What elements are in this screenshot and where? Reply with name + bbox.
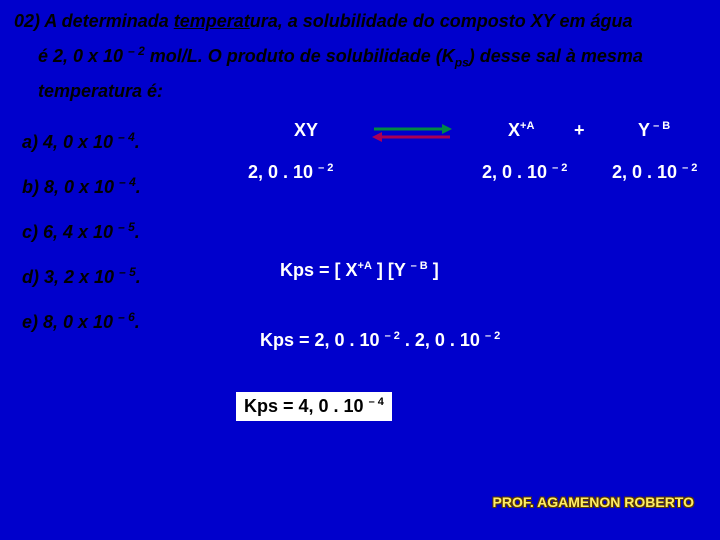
kps1-xch: +A [358, 260, 372, 272]
conc-xy: 2, 0 . 10 – 2 [248, 162, 333, 183]
q2-b: mol/L. O produto de solubilidade (K [145, 46, 455, 66]
option-d-text: d) 3, 2 x 10 [22, 267, 119, 287]
conc-x: 2, 0 . 10 – 2 [482, 162, 567, 183]
option-a-exp: – 4 [118, 130, 135, 144]
work-area: XY X+A + Y – B 2, 0 . 10 – 2 [230, 120, 700, 196]
kps2-mid: . 2, 0 . 10 [400, 330, 485, 350]
q2-exp: – 2 [128, 44, 145, 58]
kps1-b: ] [Y [372, 260, 411, 280]
kps1-a: Kps = [ X [280, 260, 358, 280]
question-line-3: temperatura é: [14, 78, 706, 106]
option-b-dot: . [136, 177, 141, 197]
footer-credit: PROF. AGAMENON ROBERTO [493, 494, 694, 510]
option-e: e) 8, 0 x 10 – 6. [22, 310, 141, 333]
kps1-c: ] [428, 260, 439, 280]
concentration-row: 2, 0 . 10 – 2 2, 0 . 10 – 2 2, 0 . 10 – … [230, 162, 700, 196]
y-charge: – B [650, 120, 670, 132]
conc-y: 2, 0 . 10 – 2 [612, 162, 697, 183]
kps-formula: Kps = [ X+A ] [Y – B ] [280, 260, 439, 281]
x-label: X [508, 120, 520, 140]
option-e-dot: . [135, 312, 140, 332]
q2-a: é 2, 0 x 10 [38, 46, 128, 66]
kps2-exp1: – 2 [385, 330, 400, 342]
species-y-anion: Y – B [638, 120, 670, 141]
q3: temperatura é: [38, 81, 163, 101]
option-a-text: a) 4, 0 x 10 [22, 132, 118, 152]
option-b-exp: – 4 [119, 175, 136, 189]
q1-underline: temperat [174, 11, 250, 31]
kps-result: Kps = 4, 0 . 10 – 4 [236, 392, 392, 421]
question-line-1: 02) A determinada temperatura, a solubil… [14, 8, 706, 36]
y-label: Y [638, 120, 650, 140]
option-c-dot: . [135, 222, 140, 242]
slide-container: 02) A determinada temperatura, a solubil… [0, 0, 720, 540]
option-d: d) 3, 2 x 10 – 5. [22, 265, 141, 288]
question-line-2: é 2, 0 x 10 – 2 mol/L. O produto de solu… [14, 42, 706, 72]
option-c: c) 6, 4 x 10 – 5. [22, 220, 141, 243]
option-e-exp: – 6 [118, 310, 135, 324]
equilibrium-row: XY X+A + Y – B [230, 120, 700, 158]
q2-sub: ps [455, 55, 469, 69]
options-list: a) 4, 0 x 10 – 4. b) 8, 0 x 10 – 4. c) 6… [22, 130, 141, 355]
option-c-exp: – 5 [118, 220, 135, 234]
option-e-text: e) 8, 0 x 10 [22, 312, 118, 332]
kps1-ych: – B [411, 260, 428, 272]
species-x-cation: X+A [508, 120, 534, 141]
kps2-exp2: – 2 [485, 330, 500, 342]
option-a-dot: . [135, 132, 140, 152]
plus-sign: + [574, 120, 585, 141]
kps2-a: Kps = 2, 0 . 10 [260, 330, 385, 350]
equilibrium-arrow-icon [372, 122, 452, 149]
species-xy: XY [294, 120, 318, 141]
conc3-exp: – 2 [682, 162, 697, 174]
conc1-exp: – 2 [318, 162, 333, 174]
kps-substitution: Kps = 2, 0 . 10 – 2 . 2, 0 . 10 – 2 [260, 330, 500, 351]
conc2-a: 2, 0 . 10 [482, 162, 552, 182]
x-charge: +A [520, 120, 534, 132]
option-d-dot: . [136, 267, 141, 287]
kps3-a: Kps = 4, 0 . 10 [244, 396, 369, 416]
q2-c: ) desse sal à mesma [469, 46, 643, 66]
kps3-exp: – 4 [369, 396, 384, 408]
conc1-a: 2, 0 . 10 [248, 162, 318, 182]
option-b: b) 8, 0 x 10 – 4. [22, 175, 141, 198]
conc3-a: 2, 0 . 10 [612, 162, 682, 182]
option-c-text: c) 6, 4 x 10 [22, 222, 118, 242]
q1-prefix: 02) A determinada [14, 11, 174, 31]
q1-rest: ura, a solubilidade do composto XY em ág… [250, 11, 633, 31]
kps-result-box: Kps = 4, 0 . 10 – 4 [236, 392, 392, 421]
option-b-text: b) 8, 0 x 10 [22, 177, 119, 197]
option-d-exp: – 5 [119, 265, 136, 279]
conc2-exp: – 2 [552, 162, 567, 174]
option-a: a) 4, 0 x 10 – 4. [22, 130, 141, 153]
